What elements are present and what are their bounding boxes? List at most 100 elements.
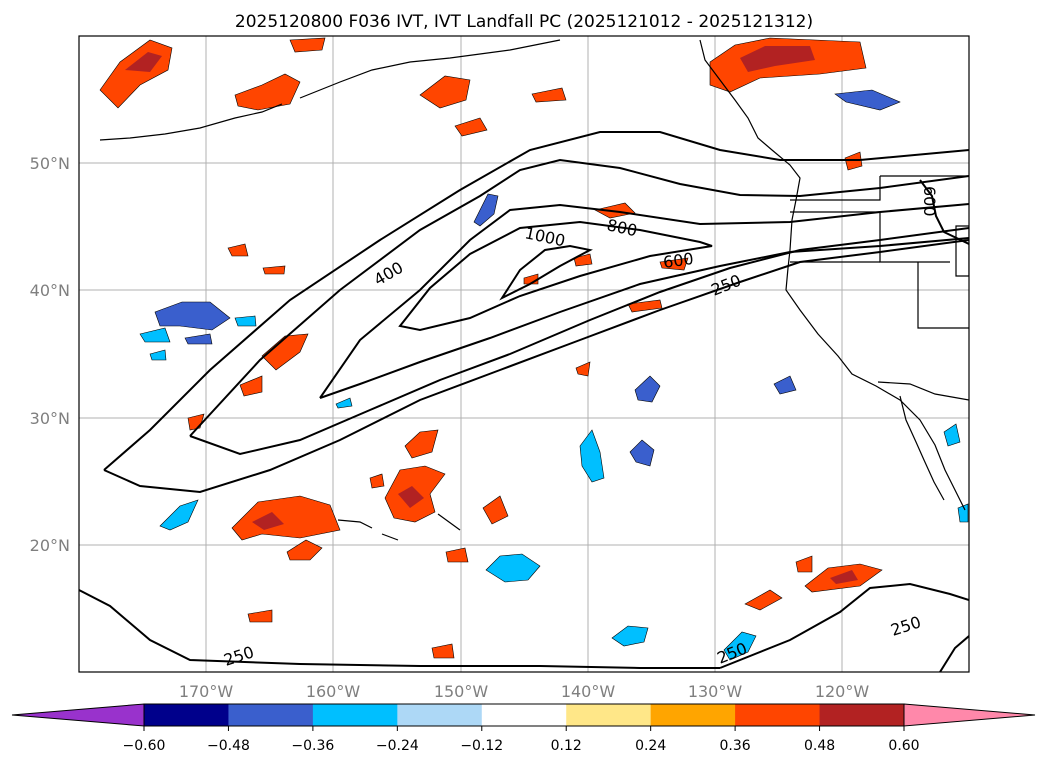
gridlines xyxy=(79,36,969,672)
pc-patch xyxy=(335,397,353,409)
pc-patch-core xyxy=(125,52,162,72)
pc-patch xyxy=(369,473,385,489)
lake-outline xyxy=(955,225,969,277)
pc-patch xyxy=(454,117,488,137)
contour-400 xyxy=(189,158,969,437)
pc-patch xyxy=(247,609,273,623)
pc-patch xyxy=(709,37,867,93)
colorbar-tick-label: 0.60 xyxy=(888,738,919,754)
pc-patch xyxy=(234,315,257,327)
colorbar-frame xyxy=(143,703,905,727)
pc-patch xyxy=(773,375,797,395)
pc-patch xyxy=(795,555,813,573)
colorbar-segment xyxy=(735,704,821,726)
map-frame xyxy=(78,35,970,673)
pc-patch xyxy=(473,193,499,227)
colorbar-tick-label: −0.24 xyxy=(376,738,419,754)
pc-patch xyxy=(289,37,326,53)
pc-patch xyxy=(149,349,167,361)
pc-patch xyxy=(659,257,689,271)
lat-tick-label: 40°N xyxy=(30,281,70,300)
contour-label-600: 600 xyxy=(920,186,939,217)
lat-tick-label: 50°N xyxy=(30,154,70,173)
border-us-mexico xyxy=(877,381,969,401)
pc-patch xyxy=(239,375,263,397)
positive-pc-patches xyxy=(99,37,883,659)
pc-patch xyxy=(485,553,541,583)
contour-1000 xyxy=(499,244,593,301)
colorbar-tick-label: 0.24 xyxy=(635,738,666,754)
colorbar-tick-label: −0.12 xyxy=(460,738,503,754)
contour-250 xyxy=(103,131,969,471)
colorbar: −0.60 −0.48 −0.36 −0.24 −0.12 0.12 0.24 0.36 0.4… xyxy=(11,703,1036,754)
colorbar-tick-label: 0.48 xyxy=(804,738,835,754)
pc-patch-core xyxy=(830,570,858,584)
pc-patch xyxy=(184,333,213,345)
pc-patch xyxy=(286,539,323,561)
pc-patch-core xyxy=(398,486,424,508)
map-panel: 1000 800 600 400 250 250 250 250 600 xyxy=(78,35,970,673)
lat-tick-label: 30°N xyxy=(30,409,70,428)
pc-patch xyxy=(404,429,439,459)
contour-250 xyxy=(719,582,969,669)
lon-tick-label: 140°W xyxy=(561,682,616,701)
negative-pc-patches xyxy=(139,89,969,661)
lon-tick-label: 150°W xyxy=(434,682,489,701)
pc-patch xyxy=(419,75,471,109)
pc-patch xyxy=(482,495,509,525)
colorbar-ticks: −0.60 −0.48 −0.36 −0.24 −0.12 0.12 0.24 0.36 0.4… xyxy=(123,726,920,754)
longitude-ticks: 170°W 160°W 150°W 140°W 130°W 120°W xyxy=(179,682,870,701)
pc-patch xyxy=(231,495,341,541)
colorbar-segment xyxy=(228,704,314,726)
pc-patch xyxy=(627,299,663,313)
colorbar-tick-label: −0.36 xyxy=(291,738,334,754)
state-border xyxy=(790,176,881,201)
pc-patch xyxy=(159,499,199,531)
ivt-contours xyxy=(79,131,969,672)
pc-patch xyxy=(575,361,591,377)
colorbar-segment xyxy=(481,704,567,726)
coastlines xyxy=(99,39,969,541)
lon-tick-label: 120°W xyxy=(815,682,870,701)
contour-250 xyxy=(939,635,969,672)
colorbar-tick-label: −0.60 xyxy=(123,738,166,754)
colorbar-segment xyxy=(312,704,398,726)
colorbar-extend-max xyxy=(904,704,1035,726)
contour-600 xyxy=(319,237,969,399)
pc-patch xyxy=(834,89,901,111)
pc-patch xyxy=(139,327,171,343)
baja-california-coast xyxy=(899,395,945,501)
hawaiian-islands xyxy=(337,513,461,541)
colorbar-segment xyxy=(650,704,736,726)
state-border xyxy=(790,211,950,263)
contour-800 xyxy=(398,220,713,332)
pc-patch xyxy=(957,503,969,523)
contour-label-600: 600 xyxy=(662,249,695,272)
pc-patch xyxy=(445,547,469,563)
lon-tick-label: 170°W xyxy=(179,682,234,701)
map-title: 2025120800 F036 IVT, IVT Landfall PC (20… xyxy=(235,12,813,32)
contour-400 xyxy=(189,227,969,456)
colorbar-segment xyxy=(397,704,483,726)
north-america-west-coast xyxy=(699,39,966,511)
pc-patch xyxy=(262,265,286,275)
pc-patch xyxy=(154,301,231,331)
alaska-coast xyxy=(299,39,561,99)
lat-tick-label: 20°N xyxy=(30,536,70,555)
pc-patch xyxy=(611,625,649,647)
lon-tick-label: 160°W xyxy=(306,682,361,701)
latitude-ticks: 50°N 40°N 30°N 20°N xyxy=(30,154,70,555)
colorbar-tick-label: 0.36 xyxy=(720,738,751,754)
pc-patch xyxy=(744,589,783,611)
colorbar-segment xyxy=(566,704,652,726)
pc-patch-core xyxy=(252,512,284,530)
contour-250 xyxy=(79,589,720,669)
pc-patch-core xyxy=(740,46,815,72)
colorbar-segment xyxy=(819,704,905,726)
contour-600 xyxy=(319,203,969,399)
colorbar-tick-label: 0.12 xyxy=(551,738,582,754)
pc-patch xyxy=(234,73,301,111)
colorbar-segments xyxy=(12,704,1035,726)
state-border xyxy=(917,262,969,329)
